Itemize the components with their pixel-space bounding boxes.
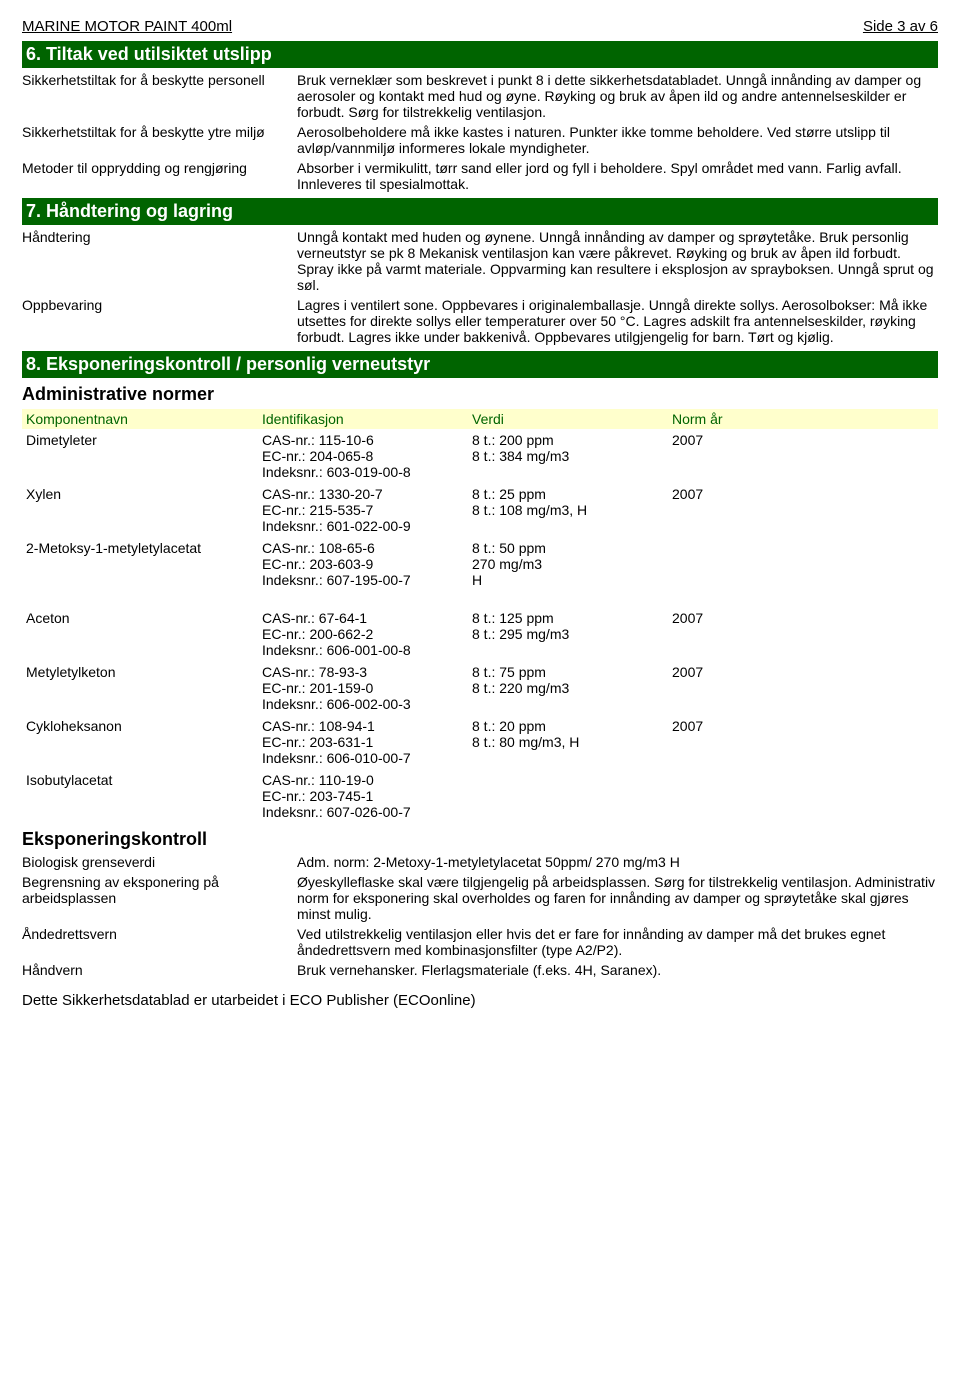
s7-row-1-value: Lagres i ventilert sone. Oppbevares i or… [297,297,938,345]
cell-name: Xylen [26,486,262,534]
s8c-row-3-value: Bruk vernehansker. Flerlagsmateriale (f.… [297,962,938,978]
table-row: 2-Metoksy-1-metyletylacetat CAS-nr.: 108… [22,537,938,591]
table-row: Metyletylketon CAS-nr.: 78-93-3 EC-nr.: … [22,661,938,715]
cell-norm [672,540,934,588]
s8c-row-0: Biologisk grenseverdi Adm. norm: 2-Metox… [22,854,938,870]
s8c-row-0-label: Biologisk grenseverdi [22,854,297,870]
s8c-row-2-label: Åndedrettsvern [22,926,297,958]
s7-row-0: Håndtering Unngå kontakt med huden og øy… [22,229,938,293]
cell-name: Dimetyleter [26,432,262,480]
s6-row-2-label: Metoder til opprydding og rengjøring [22,160,297,192]
section-6-header: 6. Tiltak ved utilsiktet utslipp [22,41,938,68]
s6-row-1-value: Aerosolbeholdere må ikke kastes i nature… [297,124,938,156]
cell-verdi: 8 t.: 75 ppm 8 t.: 220 mg/m3 [472,664,672,712]
s8-sub1: Administrative normer [22,384,938,405]
cell-name: Cykloheksanon [26,718,262,766]
cell-verdi: 8 t.: 20 ppm 8 t.: 80 mg/m3, H [472,718,672,766]
cell-verdi [472,772,672,820]
cell-ident: CAS-nr.: 110-19-0 EC-nr.: 203-745-1 Inde… [262,772,472,820]
page: MARINE MOTOR PAINT 400ml Side 3 av 6 6. … [0,0,960,1027]
section-7-header: 7. Håndtering og lagring [22,198,938,225]
cell-norm: 2007 [672,718,934,766]
cell-ident: CAS-nr.: 108-65-6 EC-nr.: 203-603-9 Inde… [262,540,472,588]
header-bar: MARINE MOTOR PAINT 400ml Side 3 av 6 [22,18,938,35]
s8c-row-3-label: Håndvern [22,962,297,978]
doc-title: MARINE MOTOR PAINT 400ml [22,18,232,35]
page-number: Side 3 av 6 [863,18,938,35]
table-row: Cykloheksanon CAS-nr.: 108-94-1 EC-nr.: … [22,715,938,769]
cell-verdi: 8 t.: 200 ppm 8 t.: 384 mg/m3 [472,432,672,480]
th-norm: Norm år [672,411,934,427]
cell-ident: CAS-nr.: 1330-20-7 EC-nr.: 215-535-7 Ind… [262,486,472,534]
th-ident: Identifikasjon [262,411,472,427]
s6-row-2: Metoder til opprydding og rengjøring Abs… [22,160,938,192]
s8-table-head: Komponentnavn Identifikasjon Verdi Norm … [22,409,938,429]
s8c-row-0-value: Adm. norm: 2-Metoxy-1-metyletylacetat 50… [297,854,938,870]
cell-verdi: 8 t.: 125 ppm 8 t.: 295 mg/m3 [472,610,672,658]
s8c-row-1-value: Øyeskylleflaske skal være tilgjengelig p… [297,874,938,922]
table-row: Xylen CAS-nr.: 1330-20-7 EC-nr.: 215-535… [22,483,938,537]
s7-row-1: Oppbevaring Lagres i ventilert sone. Opp… [22,297,938,345]
cell-norm: 2007 [672,486,934,534]
s7-row-0-label: Håndtering [22,229,297,293]
cell-name: Aceton [26,610,262,658]
s8-sub2: Eksponeringskontroll [22,829,938,850]
s7-row-0-value: Unngå kontakt med huden og øynene. Unngå… [297,229,938,293]
th-komponent: Komponentnavn [26,411,262,427]
s6-row-1-label: Sikkerhetstiltak for å beskytte ytre mil… [22,124,297,156]
cell-ident: CAS-nr.: 108-94-1 EC-nr.: 203-631-1 Inde… [262,718,472,766]
s6-row-0: Sikkerhetstiltak for å beskytte personel… [22,72,938,120]
s6-row-1: Sikkerhetstiltak for å beskytte ytre mil… [22,124,938,156]
s8c-row-1-label: Begrensning av eksponering på arbeidspla… [22,874,297,922]
th-verdi: Verdi [472,411,672,427]
cell-name: 2-Metoksy-1-metyletylacetat [26,540,262,588]
table-row: Aceton CAS-nr.: 67-64-1 EC-nr.: 200-662-… [22,607,938,661]
table-row: Isobutylacetat CAS-nr.: 110-19-0 EC-nr.:… [22,769,938,823]
cell-ident: CAS-nr.: 78-93-3 EC-nr.: 201-159-0 Indek… [262,664,472,712]
cell-ident: CAS-nr.: 115-10-6 EC-nr.: 204-065-8 Inde… [262,432,472,480]
section-8-header: 8. Eksponeringskontroll / personlig vern… [22,351,938,378]
spacer [22,591,938,607]
s8c-row-2: Åndedrettsvern Ved utilstrekkelig ventil… [22,926,938,958]
s6-row-0-value: Bruk verneklær som beskrevet i punkt 8 i… [297,72,938,120]
cell-verdi: 8 t.: 25 ppm 8 t.: 108 mg/m3, H [472,486,672,534]
s8c-row-1: Begrensning av eksponering på arbeidspla… [22,874,938,922]
s8c-row-3: Håndvern Bruk vernehansker. Flerlagsmate… [22,962,938,978]
cell-name: Isobutylacetat [26,772,262,820]
cell-norm [672,772,934,820]
cell-norm: 2007 [672,664,934,712]
s6-row-2-value: Absorber i vermikulitt, tørr sand eller … [297,160,938,192]
s8c-row-2-value: Ved utilstrekkelig ventilasjon eller hvi… [297,926,938,958]
footer-text: Dette Sikkerhetsdatablad er utarbeidet i… [22,992,938,1009]
s7-row-1-label: Oppbevaring [22,297,297,345]
cell-norm: 2007 [672,610,934,658]
s6-row-0-label: Sikkerhetstiltak for å beskytte personel… [22,72,297,120]
cell-verdi: 8 t.: 50 ppm 270 mg/m3 H [472,540,672,588]
cell-norm: 2007 [672,432,934,480]
cell-ident: CAS-nr.: 67-64-1 EC-nr.: 200-662-2 Indek… [262,610,472,658]
table-row: Dimetyleter CAS-nr.: 115-10-6 EC-nr.: 20… [22,429,938,483]
cell-name: Metyletylketon [26,664,262,712]
